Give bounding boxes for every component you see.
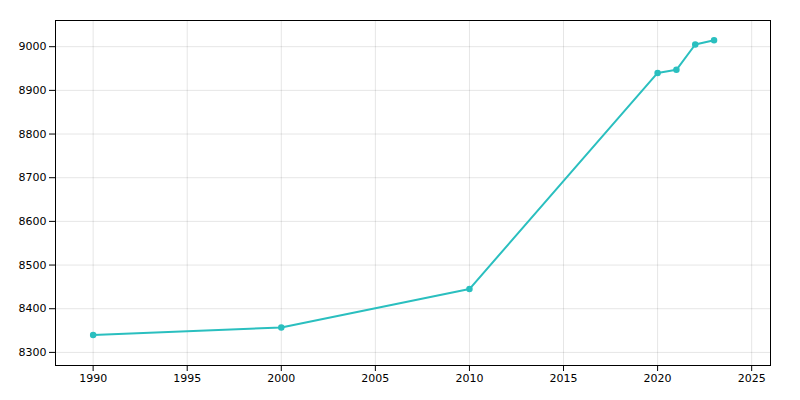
svg-text:2015: 2015 [550, 372, 578, 385]
svg-text:8800: 8800 [19, 128, 47, 141]
svg-text:2005: 2005 [361, 372, 389, 385]
svg-text:8600: 8600 [19, 215, 47, 228]
svg-text:9000: 9000 [19, 40, 47, 53]
svg-text:8700: 8700 [19, 171, 47, 184]
svg-text:1990: 1990 [79, 372, 107, 385]
svg-text:8300: 8300 [19, 346, 47, 359]
svg-text:2020: 2020 [644, 372, 672, 385]
svg-text:2010: 2010 [455, 372, 483, 385]
svg-text:2025: 2025 [738, 372, 766, 385]
svg-text:1995: 1995 [173, 372, 201, 385]
svg-text:2000: 2000 [267, 372, 295, 385]
svg-text:8400: 8400 [19, 302, 47, 315]
svg-text:8900: 8900 [19, 84, 47, 97]
svg-text:8500: 8500 [19, 259, 47, 272]
